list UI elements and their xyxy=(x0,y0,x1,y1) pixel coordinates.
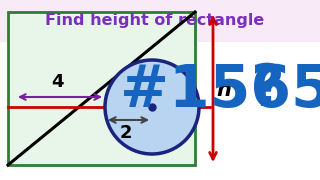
Text: 4: 4 xyxy=(51,73,63,91)
Text: Find height of rectangle: Find height of rectangle xyxy=(45,14,265,28)
Text: ?: ? xyxy=(251,62,285,118)
FancyBboxPatch shape xyxy=(0,0,320,42)
Text: h: h xyxy=(217,80,231,100)
Circle shape xyxy=(105,60,199,154)
Text: #1565C0: #1565C0 xyxy=(121,62,320,118)
Text: 2: 2 xyxy=(120,124,132,142)
Bar xyxy=(8,12,195,165)
